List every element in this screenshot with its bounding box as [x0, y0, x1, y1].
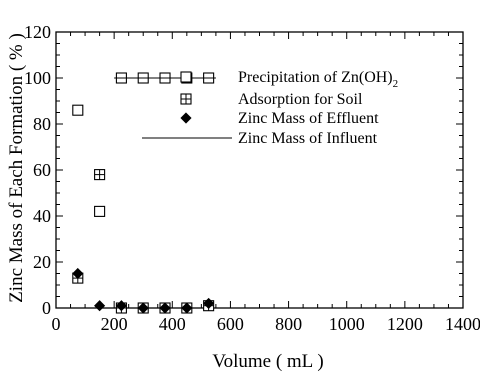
x-tick-label: 0: [52, 314, 61, 334]
legend-label: Zinc Mass of Influent: [238, 130, 378, 147]
legend-item: Precipitation of Zn(OH)2: [180, 69, 398, 90]
square-marker: [180, 71, 192, 83]
x-axis-ticks: 0 200 400 600 800 1000 1200 1400: [52, 32, 480, 334]
data-point: [181, 302, 193, 314]
diamond-marker: [94, 300, 106, 312]
y-tick-label: 40: [33, 206, 51, 226]
data-point: [72, 267, 84, 280]
diamond-marker: [137, 302, 149, 314]
data-point: [180, 93, 192, 105]
x-tick-label: 200: [101, 314, 128, 334]
x-tick-label: 1200: [387, 314, 423, 334]
data-point: [94, 169, 106, 181]
legend-item: Adsorption for Soil: [180, 91, 363, 108]
y-tick-label: 100: [24, 68, 51, 88]
data-point: [180, 71, 192, 83]
diamond-marker: [115, 300, 127, 312]
data-point: [72, 104, 84, 116]
series-layer: [72, 72, 216, 314]
series: [72, 169, 215, 314]
x-tick-label: 400: [159, 314, 186, 334]
series: [72, 267, 215, 314]
x-tick-label: 1000: [329, 314, 365, 334]
legend-label: Zinc Mass of Effluent: [238, 110, 379, 127]
y-tick-label: 80: [33, 114, 51, 134]
series: [72, 72, 215, 217]
data-point: [203, 297, 215, 309]
legend-label: Precipitation of Zn(OH)2: [238, 69, 398, 90]
data-point: [180, 112, 192, 124]
diamond-marker: [180, 112, 192, 124]
y-tick-label: 60: [33, 160, 51, 180]
legend-item: Zinc Mass of Influent: [142, 130, 378, 147]
y-tick-label: 20: [33, 252, 51, 272]
square-marker: [94, 205, 106, 217]
y-axis-ticks: 0 20 40 60 80 100 120: [24, 22, 463, 318]
y-tick-label: 0: [42, 298, 51, 318]
data-point: [115, 300, 127, 312]
legend-subscript: 2: [393, 78, 399, 90]
x-tick-label: 1400: [445, 314, 480, 334]
diamond-marker: [159, 302, 171, 314]
square-marker: [72, 104, 84, 116]
x-tick-label: 600: [217, 314, 244, 334]
x-axis-title: Volume ( mL ): [212, 351, 323, 372]
legend-label: Adsorption for Soil: [238, 91, 363, 108]
legend-item: Zinc Mass of Effluent: [180, 110, 379, 127]
x-tick-label: 800: [275, 314, 302, 334]
data-point: [159, 302, 171, 314]
y-tick-label: 120: [24, 22, 51, 42]
diamond-marker: [72, 267, 84, 280]
data-point: [94, 205, 106, 217]
data-point: [94, 300, 106, 312]
data-point: [137, 302, 149, 314]
diamond-marker: [203, 297, 215, 309]
y-axis-title: Zinc Mass of Each Formation ( % ): [6, 33, 27, 303]
diamond-marker: [181, 302, 193, 314]
